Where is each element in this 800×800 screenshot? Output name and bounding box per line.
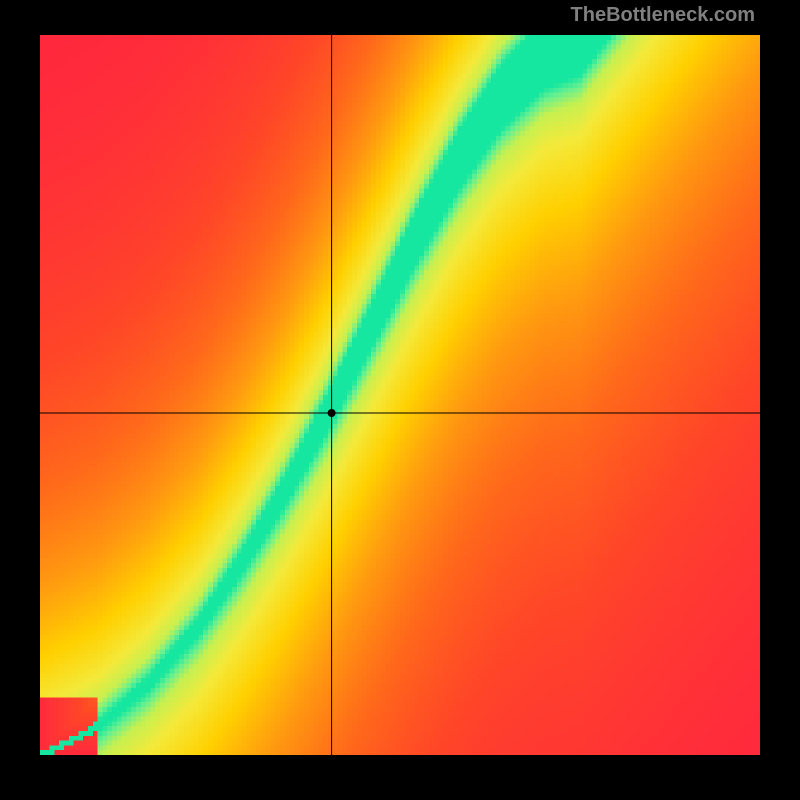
heatmap-canvas xyxy=(40,35,760,755)
chart-container: TheBottleneck.com xyxy=(0,0,800,800)
watermark-text: TheBottleneck.com xyxy=(571,4,755,27)
heatmap-plot xyxy=(40,35,760,755)
